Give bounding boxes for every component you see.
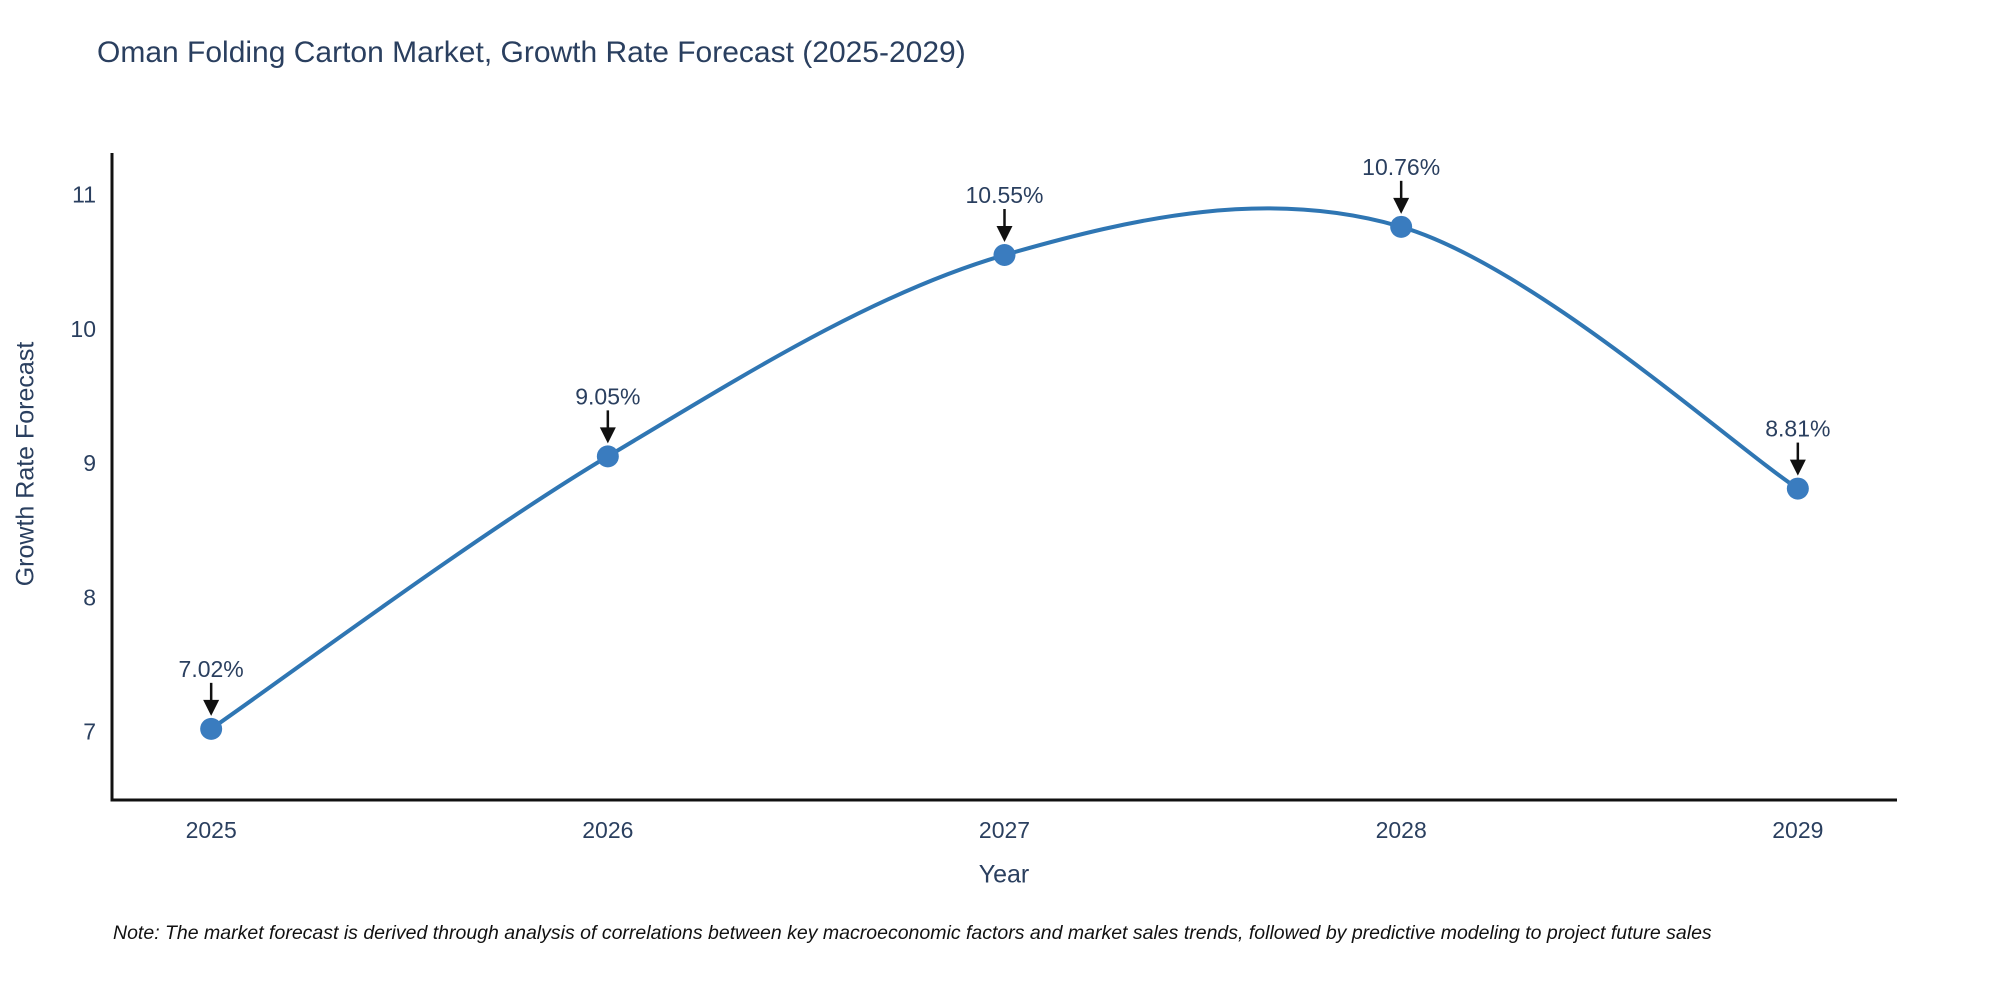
x-axis-title: Year <box>978 860 1030 889</box>
annotation-arrowhead <box>203 699 220 716</box>
data-point-2027[interactable] <box>993 244 1016 267</box>
annotation-arrowhead <box>1393 197 1410 214</box>
annotation-label: 10.55% <box>965 182 1043 208</box>
annotation-arrowhead <box>1789 459 1806 476</box>
footnote: Note: The market forecast is derived thr… <box>113 922 1712 944</box>
annotation-label: 7.02% <box>179 656 244 682</box>
annotation-arrowhead <box>996 226 1013 243</box>
data-point-2029[interactable] <box>1786 477 1809 500</box>
y-tick-label: 7 <box>83 719 96 745</box>
annotation-label: 10.76% <box>1362 154 1440 180</box>
x-tick-label: 2026 <box>582 817 633 843</box>
data-point-2025[interactable] <box>200 717 223 740</box>
data-point-2028[interactable] <box>1390 215 1413 238</box>
y-tick-label: 10 <box>70 316 96 342</box>
chart-title: Oman Folding Carton Market, Growth Rate … <box>97 36 966 69</box>
annotation-arrowhead <box>599 427 616 444</box>
x-tick-label: 2027 <box>979 817 1030 843</box>
x-tick-label: 2028 <box>1376 817 1427 843</box>
annotation-label: 8.81% <box>1765 416 1830 442</box>
data-point-2026[interactable] <box>596 445 619 468</box>
y-tick-label: 11 <box>72 182 96 208</box>
x-tick-label: 2029 <box>1772 817 1823 843</box>
annotation-label: 9.05% <box>575 383 640 409</box>
y-tick-label: 9 <box>83 450 96 476</box>
y-tick-label: 8 <box>83 584 96 610</box>
forecast-line <box>209 206 1800 731</box>
x-tick-label: 2025 <box>186 817 237 843</box>
